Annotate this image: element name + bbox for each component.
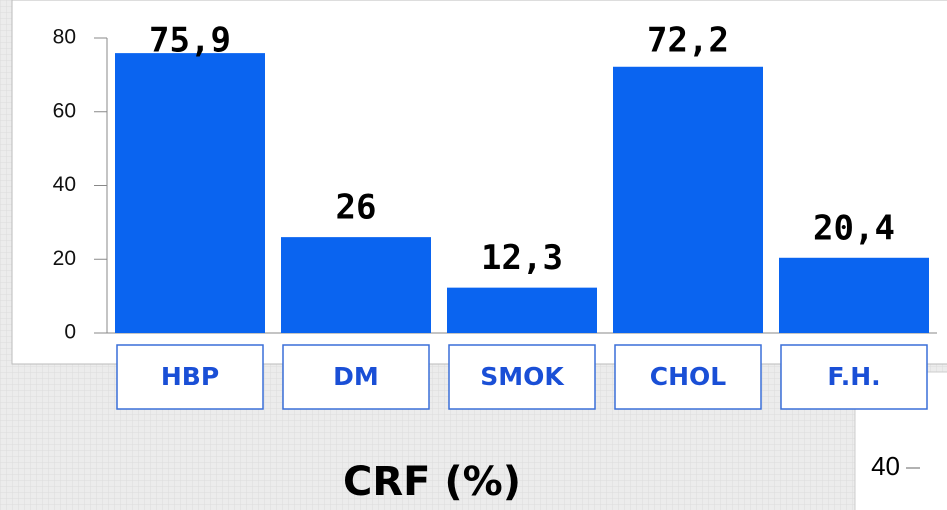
bar bbox=[115, 53, 265, 334]
category-box bbox=[116, 344, 264, 410]
x-tick-label: DM bbox=[333, 362, 379, 391]
x-tick-label: F.H. bbox=[827, 362, 880, 391]
x-tick-label: SMOK bbox=[480, 362, 565, 391]
value-label: 12,3 bbox=[481, 238, 563, 278]
bar bbox=[281, 237, 431, 333]
bar bbox=[447, 287, 597, 333]
side-label: 40 bbox=[871, 451, 900, 481]
category-box bbox=[448, 344, 596, 410]
value-label: 75,9 bbox=[149, 21, 231, 61]
y-tick-label: 0 bbox=[64, 321, 76, 344]
x-tick-label: CHOL bbox=[650, 362, 727, 391]
category-box bbox=[614, 344, 762, 410]
category-box bbox=[780, 344, 928, 410]
y-tick-label: 60 bbox=[53, 99, 76, 122]
category-box bbox=[282, 344, 430, 410]
x-tick-label: HBP bbox=[161, 362, 219, 391]
y-tick-label: 20 bbox=[53, 247, 76, 270]
bar bbox=[779, 257, 929, 333]
value-label: 20,4 bbox=[813, 208, 895, 248]
chart-title: CRF (%) bbox=[343, 459, 521, 505]
value-label: 26 bbox=[336, 188, 377, 228]
y-tick-label: 40 bbox=[53, 173, 76, 196]
value-label: 72,2 bbox=[647, 21, 729, 61]
y-tick-label: 80 bbox=[53, 26, 76, 49]
bar bbox=[613, 66, 763, 333]
